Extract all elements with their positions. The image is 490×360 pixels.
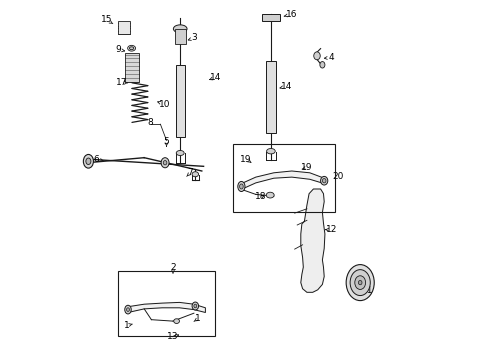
Ellipse shape	[126, 308, 129, 311]
Ellipse shape	[174, 319, 179, 323]
Ellipse shape	[358, 280, 362, 285]
Text: 17: 17	[116, 78, 127, 87]
Ellipse shape	[267, 149, 275, 154]
Bar	[262, 14, 280, 21]
Ellipse shape	[125, 305, 131, 314]
Ellipse shape	[192, 172, 198, 177]
Text: 19: 19	[240, 154, 252, 163]
Ellipse shape	[127, 45, 136, 51]
Text: 15: 15	[100, 15, 112, 24]
Text: 16: 16	[286, 10, 297, 19]
Text: 14: 14	[210, 73, 221, 82]
Ellipse shape	[161, 158, 169, 168]
Text: 1: 1	[196, 314, 201, 323]
Ellipse shape	[346, 265, 374, 301]
Text: 3: 3	[192, 33, 197, 42]
Ellipse shape	[176, 150, 184, 156]
Polygon shape	[128, 302, 205, 312]
Ellipse shape	[320, 176, 328, 185]
Text: 11: 11	[362, 287, 373, 295]
Ellipse shape	[266, 192, 274, 198]
Polygon shape	[242, 171, 324, 189]
Ellipse shape	[86, 158, 91, 165]
Text: 4: 4	[329, 53, 334, 62]
Text: 18: 18	[255, 192, 267, 201]
Ellipse shape	[240, 184, 243, 189]
Ellipse shape	[194, 304, 197, 308]
Ellipse shape	[350, 270, 370, 296]
Bar	[118, 21, 130, 34]
Ellipse shape	[129, 47, 134, 50]
Text: 19: 19	[301, 163, 313, 172]
Bar	[118, 271, 216, 336]
Ellipse shape	[322, 179, 326, 183]
Text: 7: 7	[187, 168, 193, 177]
Text: 8: 8	[148, 118, 153, 127]
Bar	[266, 61, 276, 133]
Bar	[125, 53, 139, 82]
Bar	[175, 29, 186, 44]
Text: 5: 5	[164, 136, 170, 145]
Ellipse shape	[83, 154, 94, 168]
Text: 13: 13	[167, 332, 178, 341]
Text: 10: 10	[159, 100, 171, 109]
Bar	[176, 65, 185, 137]
Text: 14: 14	[281, 82, 292, 91]
Text: 12: 12	[326, 225, 338, 234]
Ellipse shape	[355, 276, 366, 289]
Text: 20: 20	[332, 172, 343, 181]
Text: 2: 2	[170, 263, 176, 271]
Ellipse shape	[173, 25, 187, 33]
Ellipse shape	[163, 161, 167, 165]
Text: 6: 6	[94, 154, 99, 163]
Bar	[233, 144, 335, 212]
Ellipse shape	[314, 52, 320, 60]
Ellipse shape	[238, 181, 245, 192]
Ellipse shape	[192, 302, 198, 310]
Ellipse shape	[320, 62, 325, 68]
Text: 1: 1	[124, 321, 130, 330]
Polygon shape	[301, 189, 325, 292]
Text: 9: 9	[116, 45, 121, 54]
